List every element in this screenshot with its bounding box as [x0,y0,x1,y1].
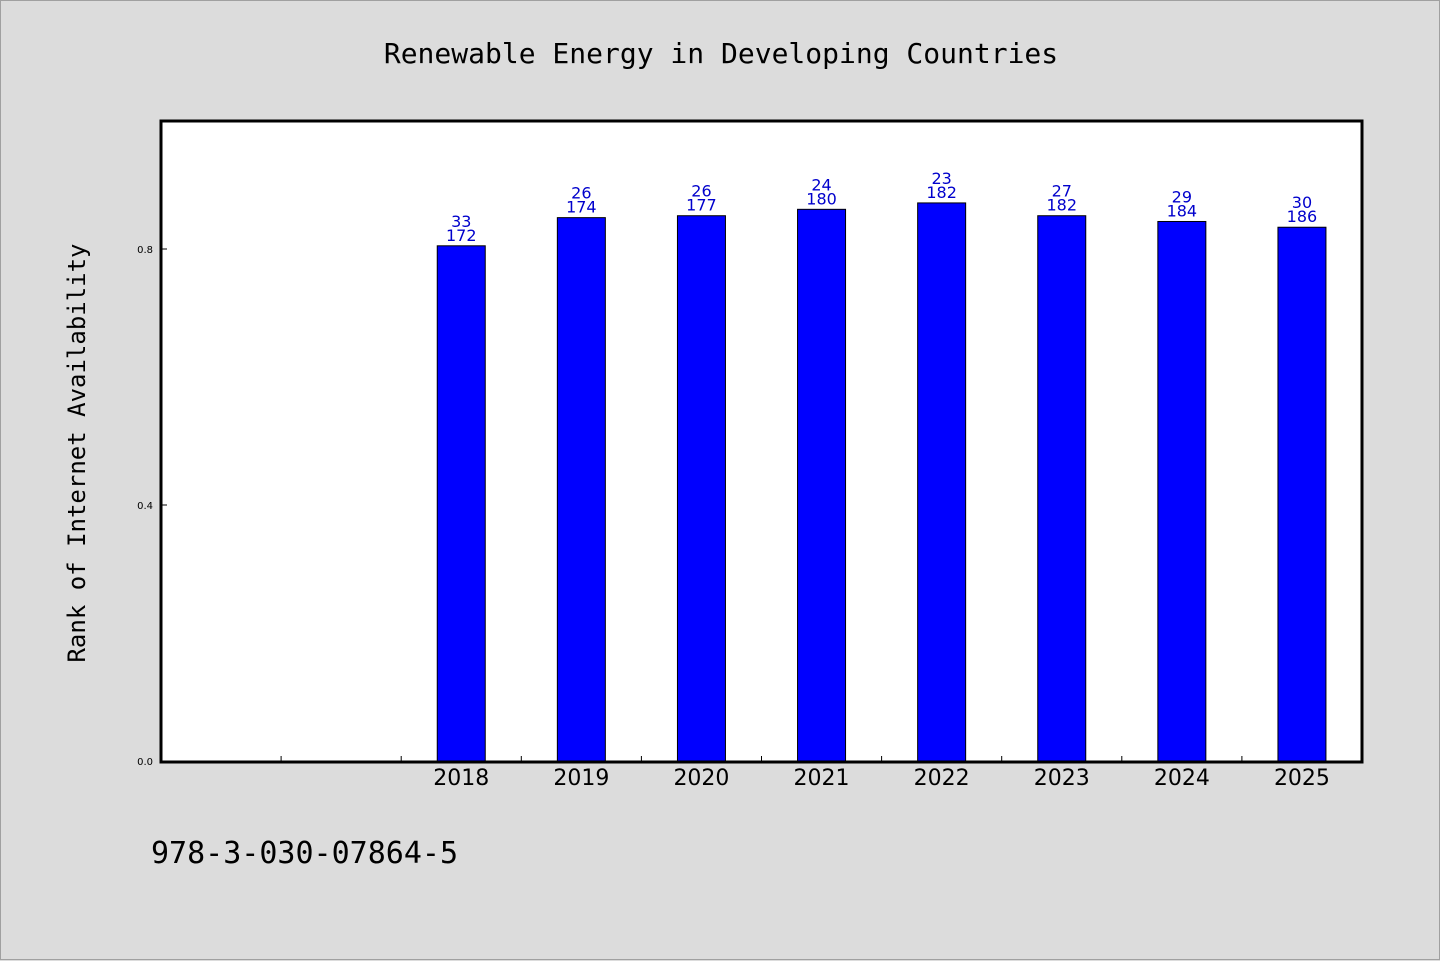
bar [797,208,847,762]
y-axis-label: Rank of Internet Availability [63,243,91,662]
x-tick-label: 2022 [914,766,970,791]
bar-label-bottom: 174 [566,198,597,217]
bar [436,245,486,762]
x-tick-label: 2020 [673,766,729,791]
bar-label-top: 27 [1052,182,1072,201]
isbn-footer: 978-3-030-07864-5 [151,836,458,871]
x-tick-label: 2025 [1274,766,1330,791]
axes-group: 0.0 0.4 0.8 2018 2019 2020 2021 2022 2023 2024 202… [137,245,1330,791]
y-tick-label: 0.4 [137,501,153,512]
bar-label-top: 30 [1292,193,1312,212]
bar-label-bottom: 184 [1167,201,1198,220]
bar [1277,226,1327,762]
y-tick-label: 0.8 [137,245,153,256]
bar-label-bottom: 180 [806,189,837,208]
bar-label-top: 23 [931,169,951,188]
chart-title: Renewable Energy in Developing Countries [384,37,1058,70]
x-tick-label: 2023 [1034,766,1090,791]
bar-label-bottom: 172 [446,226,477,245]
x-tick-label: 2024 [1154,766,1210,791]
x-tick-label: 2021 [794,766,850,791]
bar-label-bottom: 182 [926,183,957,202]
bar-label-top: 33 [451,212,471,231]
bar [1037,215,1087,762]
bar-label-top: 26 [691,182,711,201]
y-tick-label: 0.0 [137,757,153,768]
x-tick-label: 2018 [433,766,489,791]
bar-label-top: 24 [811,175,831,194]
bar-label-top: 26 [571,184,591,203]
bar [676,215,726,762]
bar-label-bottom: 177 [686,196,717,215]
bar-label-bottom: 186 [1287,207,1318,226]
bar [917,202,967,762]
bar-label-top: 29 [1172,187,1192,206]
x-tick-label: 2019 [553,766,609,791]
plot-border [159,119,1364,764]
bar [556,217,606,762]
bar-label-bottom: 182 [1046,196,1077,215]
bar [1157,220,1207,762]
